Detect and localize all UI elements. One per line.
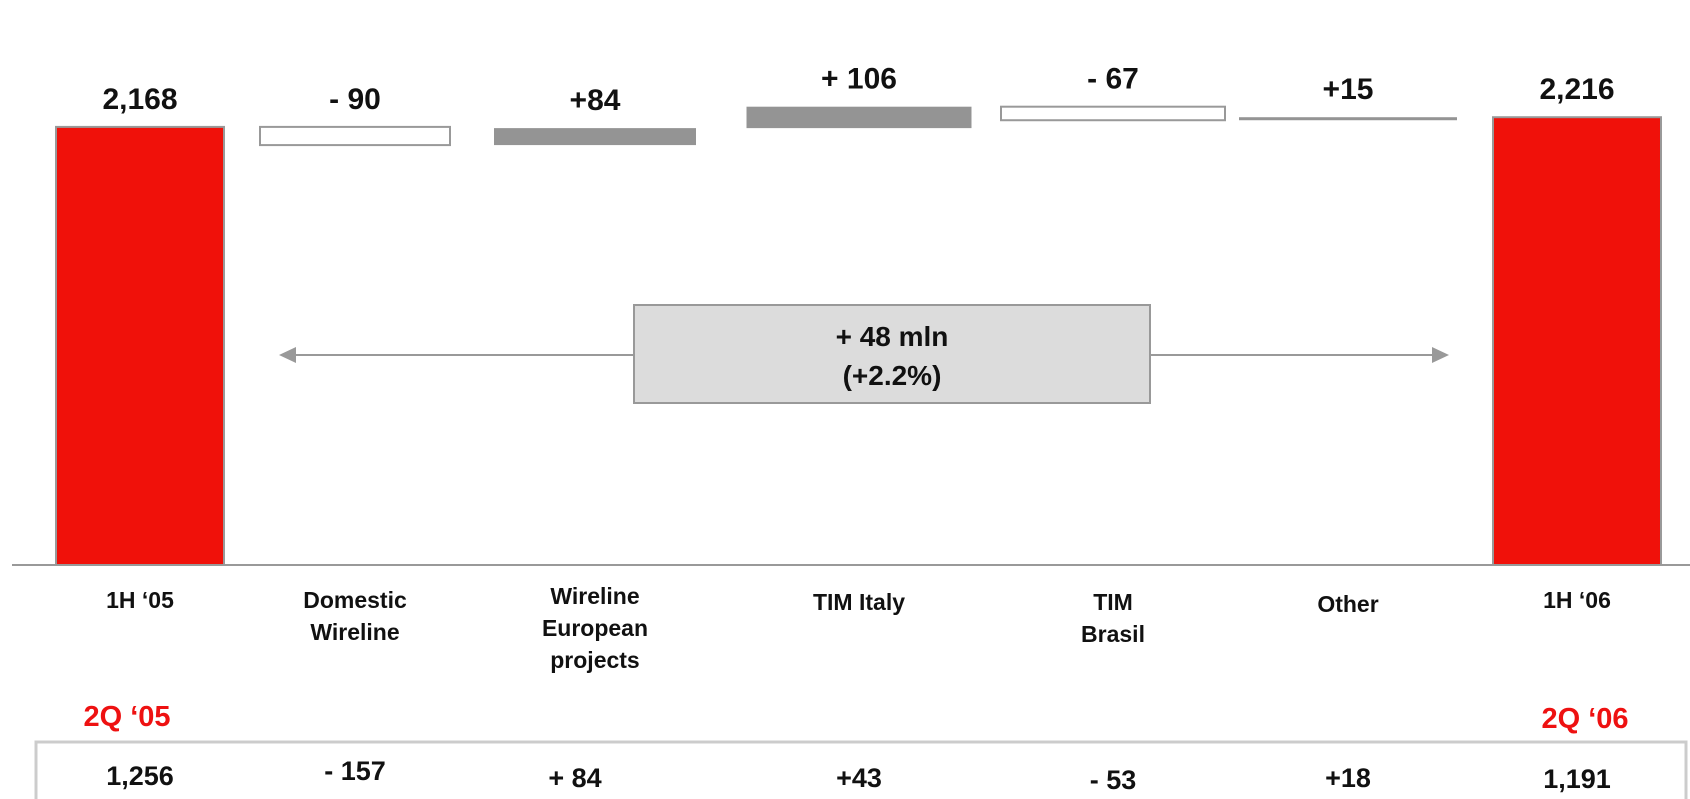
quarter-value-0: 1,256 [106, 761, 174, 791]
quarter-values-box [34, 740, 1688, 799]
arrow-left-head-icon [279, 347, 296, 363]
bar-3-increase [746, 106, 972, 129]
category-label-4-line-0: TIM [1093, 589, 1133, 615]
category-label-4-line-1: Brasil [1081, 621, 1145, 647]
value-label-3: + 106 [821, 63, 897, 96]
value-label-0: 2,168 [102, 83, 177, 116]
category-label-0-line-0: 1H ‘05 [106, 587, 174, 613]
category-label-2-line-1: European [542, 615, 648, 641]
bar-2-increase [494, 128, 696, 146]
bar-5-increase [1239, 117, 1457, 121]
value-label-5: +15 [1323, 73, 1374, 106]
quarter-value-3: +43 [836, 763, 882, 793]
total-change-annotation: + 48 mln (+2.2%) [279, 304, 1449, 404]
quarter-values-group: 1,256 - 157 + 84 +43 - 53 +18 1,191 [106, 756, 1611, 795]
annotation-line-2: (+2.2%) [843, 360, 942, 391]
value-label-4: - 67 [1087, 63, 1139, 96]
bars-group [55, 105, 1662, 567]
category-label-1-line-0: Domestic [303, 587, 407, 613]
bar-4-decrease [1000, 105, 1226, 122]
quarter-value-4: - 53 [1090, 765, 1137, 795]
bar-0-total [55, 125, 225, 567]
category-label-6-line-0: 1H ‘06 [1543, 587, 1611, 613]
value-label-6: 2,216 [1539, 73, 1614, 106]
quarter-value-2: + 84 [548, 763, 601, 793]
category-label-1-line-1: Wireline [310, 619, 399, 645]
quarter-value-5: +18 [1325, 763, 1371, 793]
category-label-3-line-0: TIM Italy [813, 589, 905, 615]
quarter-value-1: - 157 [324, 756, 386, 786]
category-label-2-line-2: projects [550, 647, 639, 673]
annotation-line-1: + 48 mln [836, 321, 949, 352]
category-label-5-line-0: Other [1317, 591, 1378, 617]
value-labels-group: 2,168 - 90 +84 + 106 - 67 +15 2,216 [102, 63, 1614, 117]
arrow-right-head-icon [1432, 347, 1449, 363]
bar-6-total [1492, 116, 1662, 567]
category-label-2-line-0: Wireline [550, 583, 639, 609]
quarter-value-6: 1,191 [1543, 764, 1611, 794]
category-labels-group: 1H ‘05 Domestic Wireline Wireline European pr… [106, 583, 1611, 673]
value-label-2: +84 [570, 84, 621, 117]
end-quarter-label: 2Q ‘06 [1541, 703, 1628, 735]
value-label-1: - 90 [329, 83, 381, 116]
start-quarter-label: 2Q ‘05 [83, 701, 170, 733]
bar-1-decrease [259, 125, 451, 147]
annotation-box [633, 304, 1151, 404]
